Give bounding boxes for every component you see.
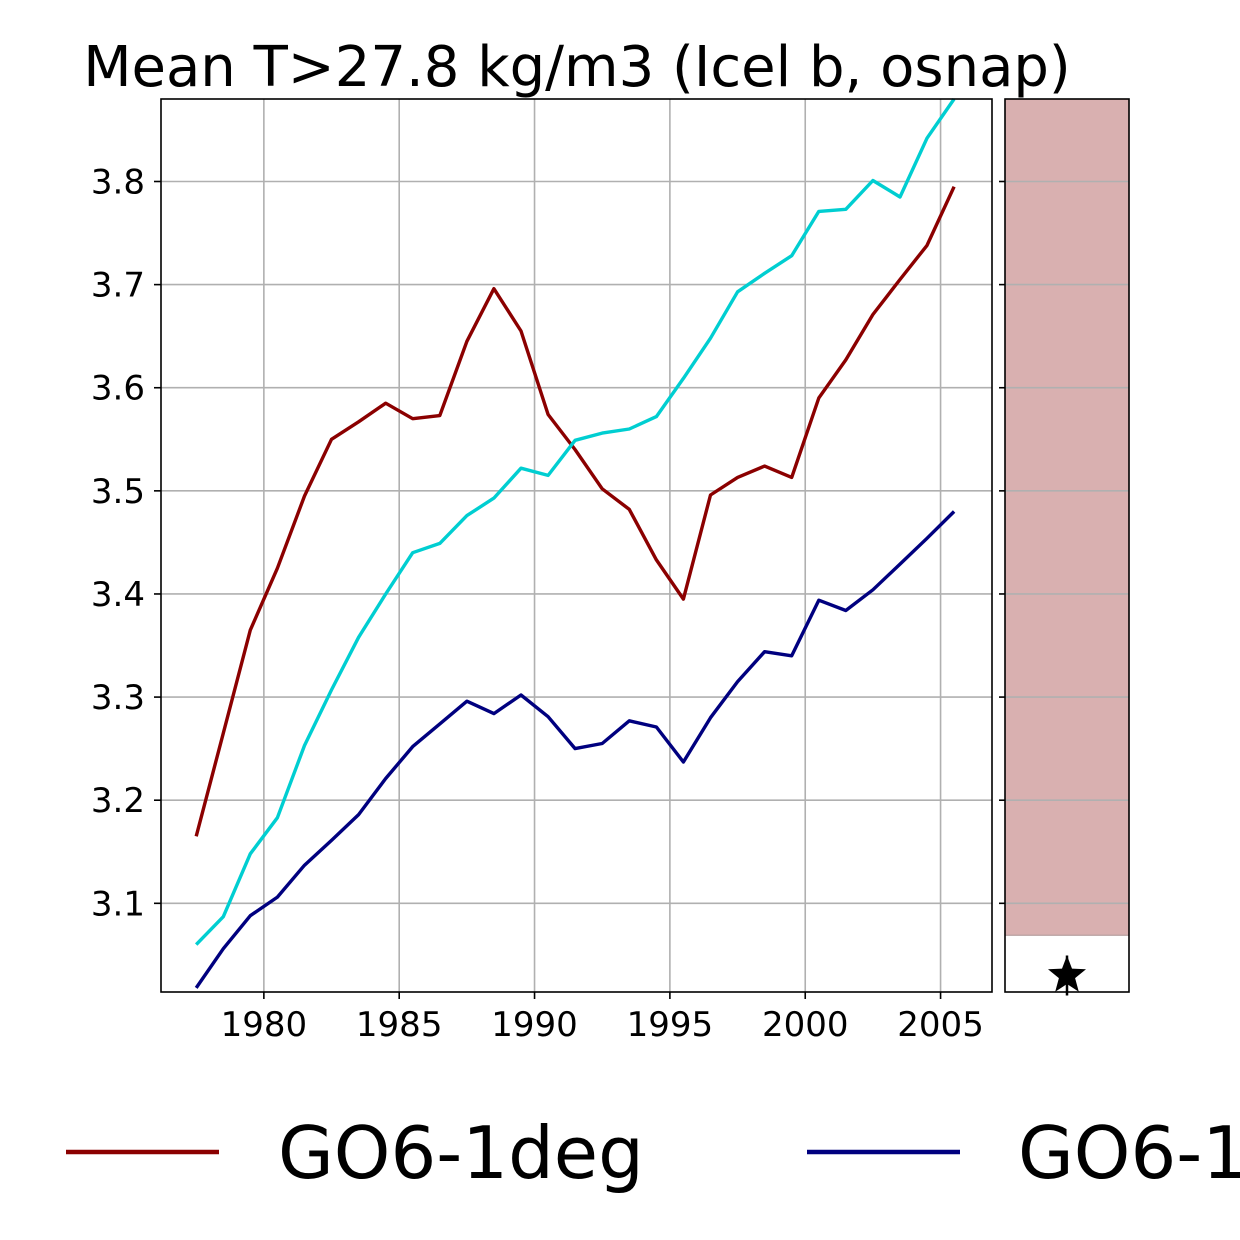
x-tick-label: 1995: [627, 1005, 714, 1045]
side-panel-band: [1005, 99, 1129, 936]
side-band-group: [1005, 99, 1129, 936]
side-panel-marker: [1048, 955, 1086, 996]
main-grid: [161, 99, 992, 992]
y-tick-label: 3.1: [91, 884, 145, 924]
series-line-1: [194, 185, 956, 837]
y-tick-label: 3.2: [91, 781, 145, 821]
legend-label-2: GO6-1: [1018, 1111, 1240, 1195]
x-tick-label: 1980: [221, 1005, 308, 1045]
x-tick-label: 2005: [897, 1005, 984, 1045]
y-tick-label: 3.4: [91, 575, 145, 615]
legend: GO6-1deg GO6-1: [66, 1111, 1240, 1195]
y-tick-label: 3.6: [91, 369, 145, 409]
y-tick-label: 3.5: [91, 472, 145, 512]
x-tick-label: 2000: [762, 1005, 849, 1045]
y-tick-label: 3.3: [91, 678, 145, 718]
series-line-3: [194, 98, 956, 946]
x-tick-label: 1985: [356, 1005, 443, 1045]
y-tick-label: 3.8: [91, 162, 145, 202]
chart-title: Mean T>27.8 kg/m3 (Icel b, osnap): [83, 35, 1071, 100]
series-line-2: [194, 510, 956, 989]
main-plot-frame: [160, 98, 993, 993]
legend-label-1: GO6-1deg: [278, 1111, 644, 1195]
star-icon: [1048, 955, 1086, 992]
y-tick-label: 3.7: [91, 266, 145, 306]
x-axis-ticks: 1980 1985 1990 1995 2000 2005: [221, 992, 984, 1045]
y-axis-ticks: 3.1 3.2 3.3 3.4 3.5 3.6 3.7 3.8: [91, 162, 161, 924]
x-tick-label: 1990: [491, 1005, 578, 1045]
side-ticks: [999, 180, 1005, 905]
series-group: [194, 98, 956, 989]
